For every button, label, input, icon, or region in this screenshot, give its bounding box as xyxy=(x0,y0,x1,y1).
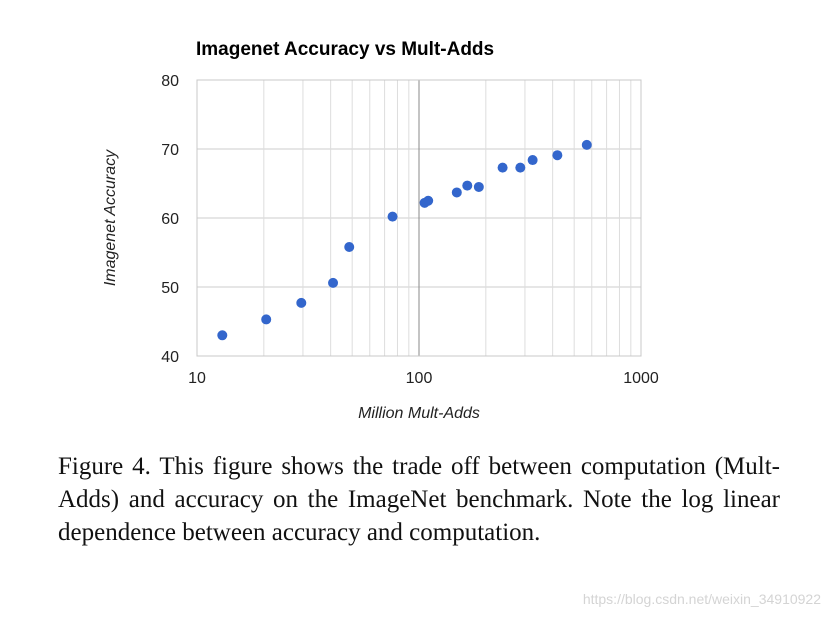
chart-title: Imagenet Accuracy vs Mult-Adds xyxy=(196,39,494,60)
data-point xyxy=(497,162,508,173)
data-point xyxy=(261,314,272,325)
scatter-chart: Imagenet Accuracy vs Mult-Adds 40 50 60 70 8… xyxy=(102,39,659,422)
data-points xyxy=(217,139,592,341)
data-point xyxy=(451,187,462,198)
y-axis-label: Imagenet Accuracy xyxy=(102,149,119,286)
data-point xyxy=(217,330,228,341)
x-axis-ticks: 10 100 1000 xyxy=(188,370,659,387)
y-tick-label: 40 xyxy=(161,349,179,366)
data-point xyxy=(515,162,526,173)
data-point xyxy=(462,180,473,191)
y-tick-label: 70 xyxy=(161,142,179,159)
y-axis-ticks: 40 50 60 70 80 xyxy=(161,73,179,366)
x-tick-label: 1000 xyxy=(623,370,659,387)
x-tick-label: 10 xyxy=(188,370,206,387)
y-tick-label: 60 xyxy=(161,211,179,228)
plot-area xyxy=(196,79,642,357)
data-point xyxy=(473,181,484,192)
watermark: https://blog.csdn.net/weixin_34910922 xyxy=(582,591,821,607)
x-axis-label: Million Mult-Adds xyxy=(358,405,480,422)
data-point xyxy=(328,277,339,288)
y-tick-label: 80 xyxy=(161,73,179,90)
data-point xyxy=(387,211,398,222)
data-point xyxy=(344,241,355,252)
data-point xyxy=(423,195,434,206)
figure-caption: Figure 4. This figure shows the trade of… xyxy=(58,453,780,546)
data-point xyxy=(552,150,563,161)
data-point xyxy=(581,139,592,150)
data-point xyxy=(296,297,307,308)
data-point xyxy=(527,155,538,166)
grid-lines xyxy=(196,79,642,357)
y-tick-label: 50 xyxy=(161,280,179,297)
x-tick-label: 100 xyxy=(406,370,433,387)
